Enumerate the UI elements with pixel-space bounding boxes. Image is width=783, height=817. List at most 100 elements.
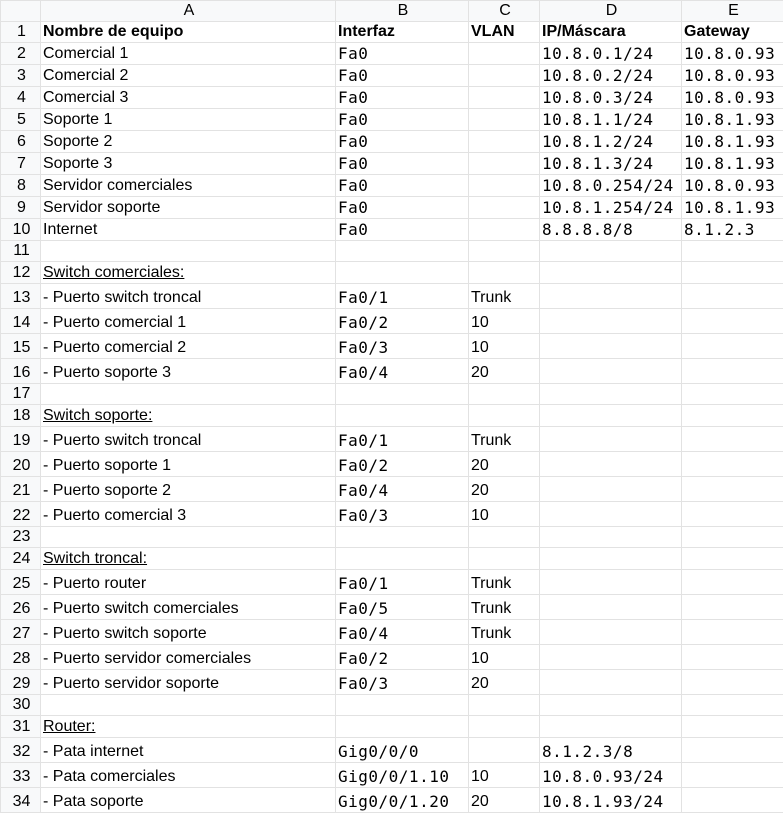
select-all-corner[interactable]: [0, 0, 41, 22]
cell-b[interactable]: Fa0/5: [335, 594, 469, 620]
cell-b[interactable]: Fa0/2: [335, 644, 469, 670]
row-header[interactable]: 2: [0, 42, 41, 65]
cell-a[interactable]: - Puerto switch troncal: [40, 283, 336, 309]
cell-a[interactable]: - Puerto router: [40, 569, 336, 595]
cell-d[interactable]: 10.8.0.3/24: [539, 86, 682, 109]
row-header[interactable]: 29: [0, 669, 41, 695]
cell-b[interactable]: Gig0/0/1.20: [335, 787, 469, 813]
cell-c[interactable]: [468, 108, 540, 131]
cell-b[interactable]: Fa0/1: [335, 283, 469, 309]
cell-c[interactable]: [468, 404, 540, 427]
cell-c[interactable]: Trunk: [468, 283, 540, 309]
row-header[interactable]: 25: [0, 569, 41, 595]
row-header[interactable]: 14: [0, 308, 41, 334]
cell-d[interactable]: [539, 333, 682, 359]
cell-d[interactable]: [539, 594, 682, 620]
cell-e[interactable]: [681, 501, 783, 527]
cell-a[interactable]: Soporte 3: [40, 152, 336, 175]
cell-e[interactable]: [681, 451, 783, 477]
cell-c[interactable]: 20: [468, 358, 540, 384]
cell-b[interactable]: Interfaz: [335, 21, 469, 43]
cell-c[interactable]: VLAN: [468, 21, 540, 43]
cell-e[interactable]: [681, 619, 783, 645]
row-header[interactable]: 11: [0, 240, 41, 262]
cell-a[interactable]: Servidor soporte: [40, 196, 336, 219]
row-header[interactable]: 24: [0, 547, 41, 570]
cell-c[interactable]: [468, 42, 540, 65]
cell-b[interactable]: Fa0: [335, 174, 469, 197]
cell-a[interactable]: [40, 383, 336, 405]
cell-c[interactable]: [468, 174, 540, 197]
cell-c[interactable]: 10: [468, 308, 540, 334]
cell-e[interactable]: [681, 594, 783, 620]
cell-c[interactable]: 10: [468, 644, 540, 670]
cell-b[interactable]: [335, 547, 469, 570]
cell-d[interactable]: [539, 619, 682, 645]
row-header[interactable]: 17: [0, 383, 41, 405]
cell-e[interactable]: [681, 737, 783, 763]
cell-b[interactable]: [335, 240, 469, 262]
cell-a[interactable]: - Puerto soporte 1: [40, 451, 336, 477]
cell-d[interactable]: [539, 426, 682, 452]
cell-d[interactable]: [539, 240, 682, 262]
cell-b[interactable]: Fa0: [335, 108, 469, 131]
cell-c[interactable]: [468, 526, 540, 548]
cell-b[interactable]: Fa0/1: [335, 426, 469, 452]
cell-d[interactable]: IP/Máscara: [539, 21, 682, 43]
cell-e[interactable]: [681, 669, 783, 695]
row-header[interactable]: 20: [0, 451, 41, 477]
row-header[interactable]: 9: [0, 196, 41, 219]
cell-a[interactable]: [40, 694, 336, 716]
cell-a[interactable]: - Puerto switch comerciales: [40, 594, 336, 620]
row-header[interactable]: 32: [0, 737, 41, 763]
cell-d[interactable]: [539, 547, 682, 570]
row-header[interactable]: 7: [0, 152, 41, 175]
column-header-d[interactable]: D: [539, 0, 682, 22]
cell-c[interactable]: [468, 737, 540, 763]
cell-a[interactable]: Switch comerciales:: [40, 261, 336, 284]
cell-a[interactable]: Switch soporte:: [40, 404, 336, 427]
cell-b[interactable]: Fa0: [335, 64, 469, 87]
cell-a[interactable]: Soporte 2: [40, 130, 336, 153]
cell-e[interactable]: 10.8.0.93: [681, 42, 783, 65]
cell-c[interactable]: [468, 86, 540, 109]
cell-a[interactable]: Switch troncal:: [40, 547, 336, 570]
column-header-a[interactable]: A: [40, 0, 336, 22]
cell-b[interactable]: Fa0: [335, 152, 469, 175]
cell-c[interactable]: 20: [468, 669, 540, 695]
cell-b[interactable]: Fa0/4: [335, 476, 469, 502]
cell-e[interactable]: 10.8.0.93: [681, 174, 783, 197]
cell-b[interactable]: [335, 261, 469, 284]
cell-b[interactable]: [335, 715, 469, 738]
cell-c[interactable]: [468, 64, 540, 87]
cell-e[interactable]: [681, 261, 783, 284]
cell-d[interactable]: 10.8.0.1/24: [539, 42, 682, 65]
cell-a[interactable]: Soporte 1: [40, 108, 336, 131]
cell-c[interactable]: [468, 196, 540, 219]
cell-b[interactable]: Fa0/4: [335, 619, 469, 645]
cell-b[interactable]: Fa0: [335, 130, 469, 153]
row-header[interactable]: 10: [0, 218, 41, 241]
cell-b[interactable]: [335, 404, 469, 427]
row-header[interactable]: 26: [0, 594, 41, 620]
cell-c[interactable]: [468, 261, 540, 284]
cell-a[interactable]: - Puerto switch troncal: [40, 426, 336, 452]
cell-e[interactable]: [681, 358, 783, 384]
cell-e[interactable]: Gateway: [681, 21, 783, 43]
cell-e[interactable]: [681, 404, 783, 427]
cell-b[interactable]: [335, 526, 469, 548]
cell-b[interactable]: [335, 694, 469, 716]
cell-d[interactable]: [539, 694, 682, 716]
cell-e[interactable]: 10.8.1.93: [681, 152, 783, 175]
cell-d[interactable]: [539, 669, 682, 695]
cell-d[interactable]: [539, 383, 682, 405]
cell-c[interactable]: 20: [468, 476, 540, 502]
row-header[interactable]: 6: [0, 130, 41, 153]
cell-e[interactable]: [681, 694, 783, 716]
cell-b[interactable]: Fa0/3: [335, 669, 469, 695]
cell-d[interactable]: [539, 404, 682, 427]
cell-d[interactable]: 8.1.2.3/8: [539, 737, 682, 763]
cell-b[interactable]: Fa0/3: [335, 501, 469, 527]
cell-e[interactable]: [681, 526, 783, 548]
cell-b[interactable]: Fa0/2: [335, 308, 469, 334]
